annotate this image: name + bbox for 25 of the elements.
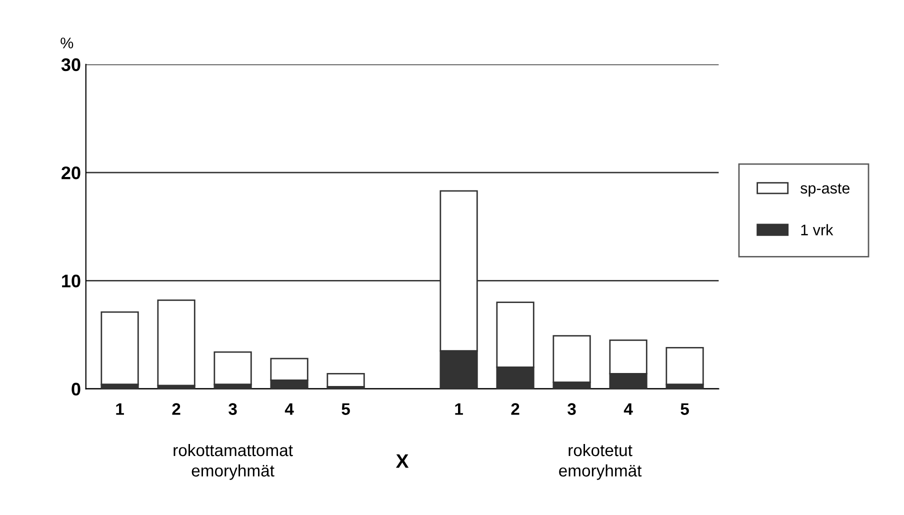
y-tick-label: 30 xyxy=(61,58,80,72)
x-tick-label: 3 xyxy=(568,403,576,415)
x-tick-label: 5 xyxy=(680,403,689,415)
bar xyxy=(100,311,139,386)
y-tick-label: 10 xyxy=(62,274,80,288)
x-tick-label: 4 xyxy=(624,403,633,415)
bar xyxy=(666,347,704,386)
x-tick-label: 2 xyxy=(172,403,180,415)
y-tick-label: 0 xyxy=(72,382,80,396)
legend-label: sp-aste xyxy=(800,184,850,197)
text: X xyxy=(396,454,409,468)
legend-label: 1 vrk xyxy=(801,224,834,236)
x-tick-label: 1 xyxy=(455,403,463,415)
text: rokotetut emoryhmät xyxy=(559,444,642,480)
text: rokottamattomat emoryhmät xyxy=(174,444,293,480)
x-tick-label: 4 xyxy=(284,403,294,415)
x-tick-label: 1 xyxy=(116,403,124,415)
bar xyxy=(214,351,252,386)
y-tick-label: 20 xyxy=(62,166,80,180)
bar xyxy=(326,372,365,388)
x-tick-label: 3 xyxy=(228,403,237,415)
x-tick-label: 5 xyxy=(342,403,350,415)
y-axis-title: % xyxy=(60,38,74,48)
x-tick-label: 2 xyxy=(511,403,520,415)
bar xyxy=(157,299,196,386)
